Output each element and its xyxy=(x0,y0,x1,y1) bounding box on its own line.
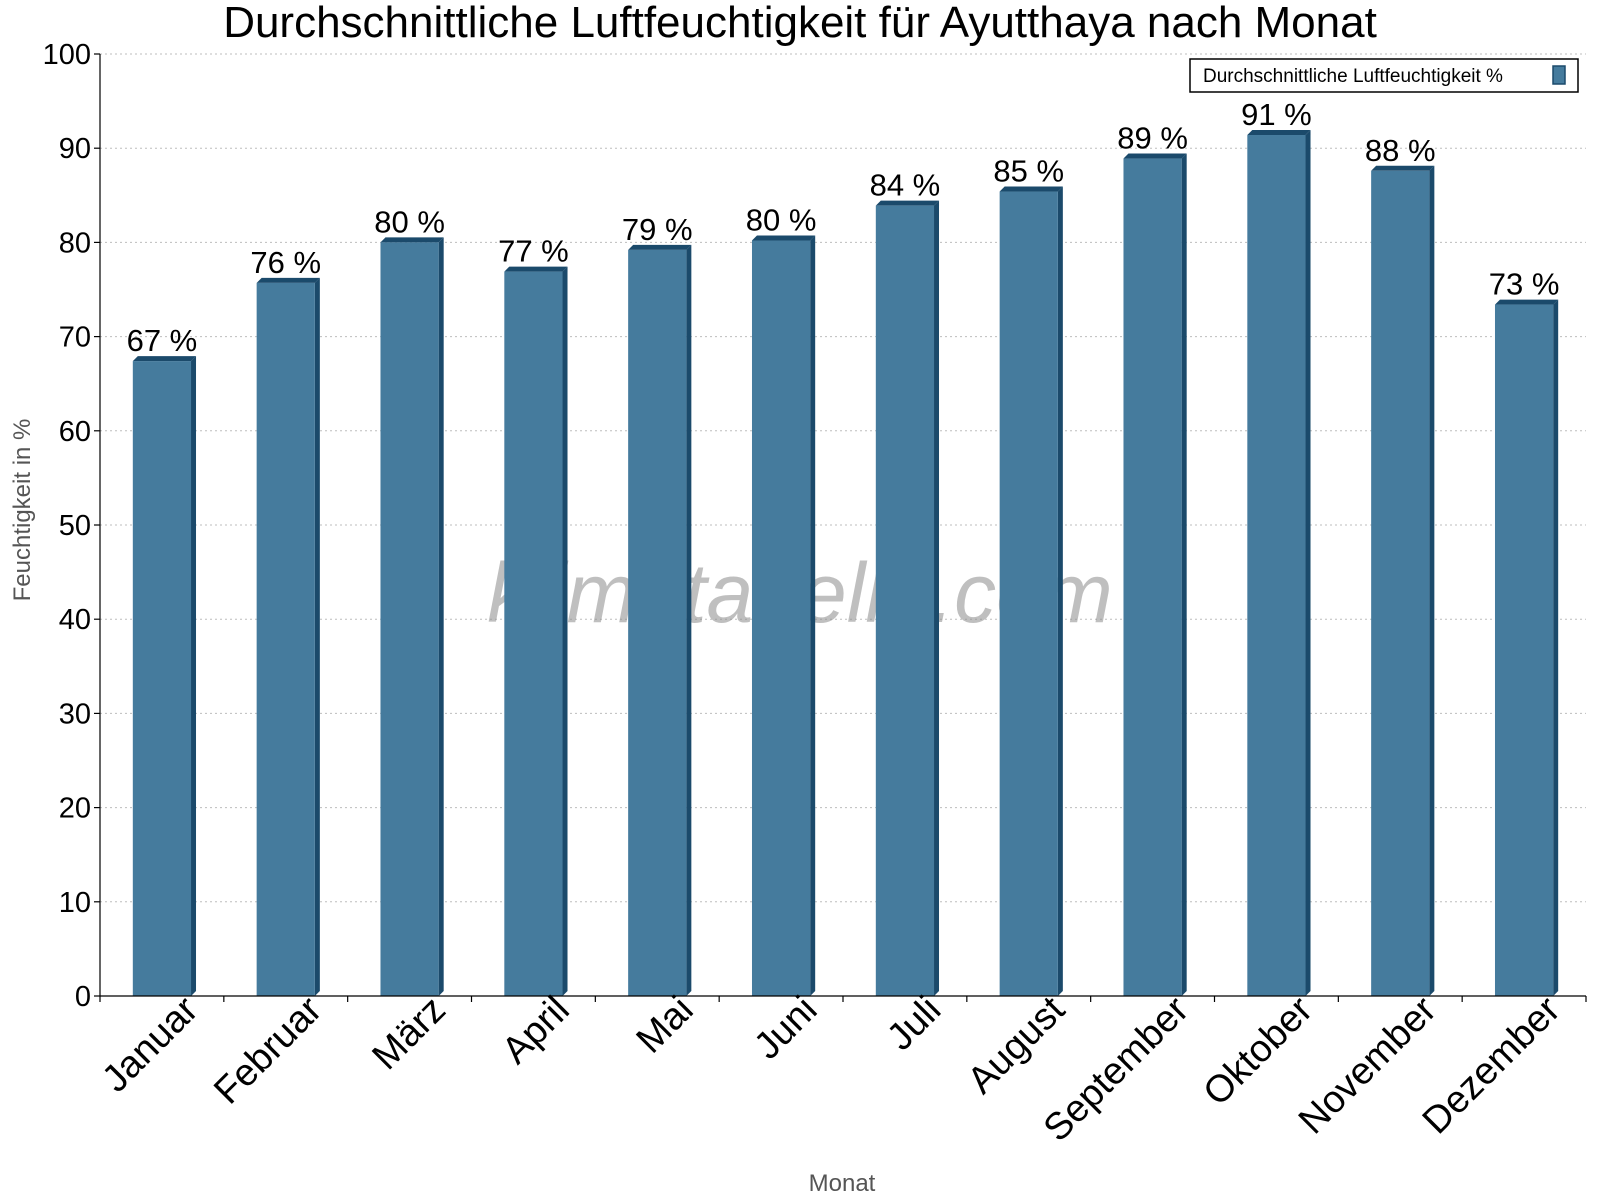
y-tick-label: 0 xyxy=(75,981,91,1013)
bar-top xyxy=(1247,130,1311,136)
bar-top xyxy=(504,266,568,272)
bar-top xyxy=(1371,165,1435,171)
y-axis-label: Feuchtigkeit in % xyxy=(9,419,36,602)
y-tick-label: 70 xyxy=(59,322,91,354)
bar xyxy=(1123,158,1182,996)
x-tick-label: Januar xyxy=(94,988,206,1100)
bar-value-label: 67 % xyxy=(127,323,198,358)
y-tick-label: 40 xyxy=(59,604,91,636)
bar-value-label: 73 % xyxy=(1489,267,1560,302)
bar-value-label: 89 % xyxy=(1117,121,1188,156)
legend-swatch xyxy=(1552,65,1566,85)
bar-value-label: 76 % xyxy=(250,245,321,280)
bar-value-label: 85 % xyxy=(993,154,1064,189)
x-tick-label: März xyxy=(365,989,454,1078)
bar xyxy=(999,191,1058,997)
legend-box xyxy=(1189,58,1579,93)
x-tick-label: Dezember xyxy=(1415,988,1569,1142)
bar-side xyxy=(562,266,568,996)
axes xyxy=(94,53,1587,1002)
bar xyxy=(256,282,315,996)
x-tick-label: August xyxy=(960,988,1074,1102)
y-tick-label: 10 xyxy=(59,887,91,919)
bar-side xyxy=(1057,186,1063,997)
bar-side xyxy=(686,244,692,996)
bar-top xyxy=(628,244,692,250)
bar-value-label: 91 % xyxy=(1241,97,1312,132)
x-tick-labels: Januar Februar März April Mai Juni Juli AugustS… xyxy=(94,988,1568,1149)
bar xyxy=(1371,170,1430,997)
bar-value-label: 84 % xyxy=(870,168,941,203)
bar-value-label: 80 % xyxy=(374,204,445,239)
bar-top xyxy=(132,356,197,362)
legend: Durchschnittliche Luftfeuchtigkeit % xyxy=(1189,58,1579,93)
bar-top xyxy=(380,237,444,243)
bar-top xyxy=(1494,299,1559,305)
bar-side xyxy=(1553,299,1559,996)
bar-side xyxy=(314,277,320,996)
bar-value-label: 88 % xyxy=(1365,133,1436,168)
y-tick-labels: 0 10 20 30 40 50 60 70 80 90 100 xyxy=(43,39,91,1013)
bar-side xyxy=(1429,165,1435,997)
chart-title: Durchschnittliche Luftfeuchtigkeit für A… xyxy=(223,0,1377,47)
bar-top xyxy=(1123,153,1187,159)
x-tick-label: April xyxy=(494,989,577,1072)
bar-top xyxy=(875,200,940,206)
y-tick-label: 20 xyxy=(59,793,91,825)
bar xyxy=(751,240,811,997)
x-tick-label: Mai xyxy=(629,989,702,1062)
bar-value-label: 80 % xyxy=(746,203,817,238)
bar-side xyxy=(1181,153,1187,996)
bar-value-label: 77 % xyxy=(498,234,569,269)
bar-side xyxy=(191,356,197,996)
bar-top xyxy=(999,186,1063,192)
bar-top xyxy=(256,277,320,283)
bar-top xyxy=(751,235,816,241)
bar xyxy=(1247,135,1306,997)
bar-side xyxy=(438,237,444,996)
x-tick-label: Oktober xyxy=(1196,988,1322,1114)
y-tick-label: 60 xyxy=(59,416,91,448)
bar xyxy=(380,242,439,996)
bar-side xyxy=(1305,130,1311,997)
bar xyxy=(1494,304,1554,996)
x-tick-label: Juni xyxy=(746,989,825,1068)
legend-label: Durchschnittliche Luftfeuchtigkeit % xyxy=(1203,66,1503,87)
bar xyxy=(875,205,935,997)
y-tick-label: 100 xyxy=(43,39,91,71)
gridlines xyxy=(100,53,1586,903)
x-tick-label: Juli xyxy=(879,989,949,1059)
x-tick-label: Februar xyxy=(206,988,330,1112)
y-tick-label: 90 xyxy=(59,133,91,165)
y-tick-label: 80 xyxy=(59,227,91,259)
y-tick-label: 50 xyxy=(59,510,91,542)
bars: 67 % 76 % 80 % 77 % 79 % 80 % 84 % 85 % 89 % 91 %… xyxy=(127,97,1560,997)
bar-value-label: 79 % xyxy=(622,212,693,247)
bar-side xyxy=(934,200,940,997)
bar xyxy=(504,271,563,996)
y-tick-label: 30 xyxy=(59,698,91,730)
bar xyxy=(132,361,192,996)
bar xyxy=(628,249,687,996)
x-axis-label: Monat xyxy=(809,1170,876,1197)
bar-side xyxy=(810,235,816,997)
